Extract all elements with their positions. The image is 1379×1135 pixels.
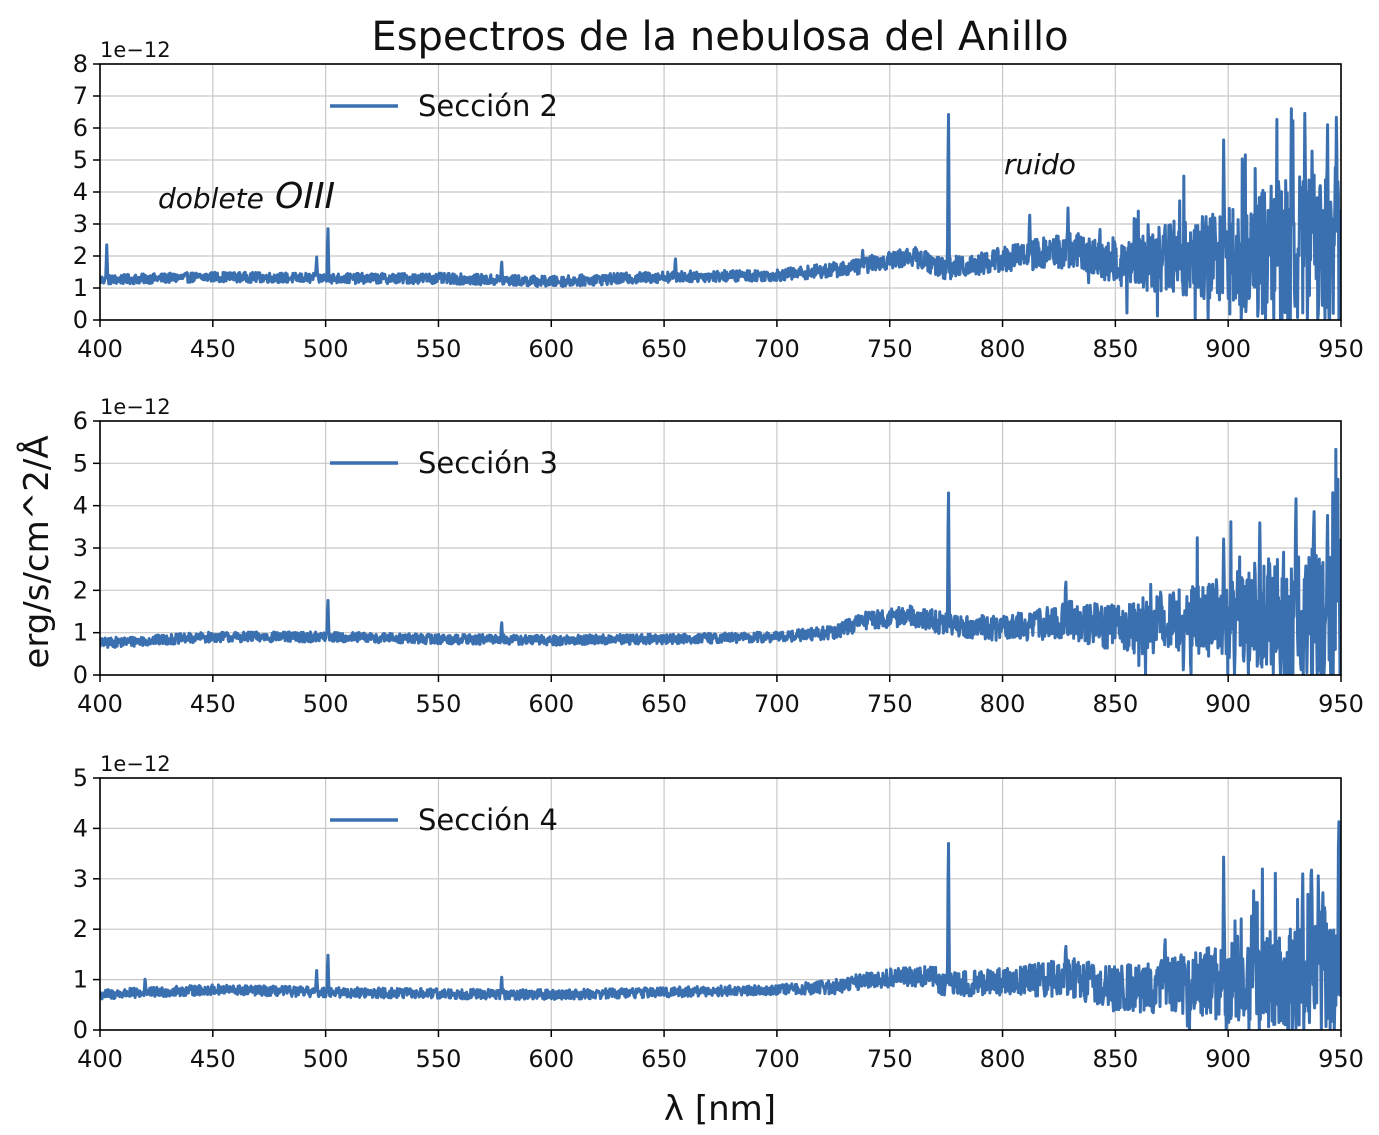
spectrum-line bbox=[100, 447, 1341, 675]
x-axis-label: λ [nm] bbox=[664, 1089, 776, 1129]
y-tick-label: 2 bbox=[73, 576, 88, 604]
y-tick-label: 6 bbox=[73, 114, 88, 142]
y-tick-label: 6 bbox=[73, 407, 88, 435]
x-tick-label: 950 bbox=[1318, 690, 1364, 718]
x-tick-label: 700 bbox=[754, 1045, 800, 1073]
x-tick-label: 700 bbox=[754, 335, 800, 363]
x-tick-label: 600 bbox=[528, 335, 574, 363]
x-tick-label: 500 bbox=[303, 1045, 349, 1073]
x-tick-label: 750 bbox=[867, 1045, 913, 1073]
legend-label: Sección 2 bbox=[418, 89, 558, 123]
x-tick-label: 550 bbox=[416, 335, 462, 363]
y-tick-label: 1 bbox=[73, 619, 88, 647]
y-tick-label: 3 bbox=[73, 534, 88, 562]
x-tick-label: 850 bbox=[1092, 335, 1138, 363]
y-tick-label: 1 bbox=[73, 966, 88, 994]
y-tick-label: 8 bbox=[73, 50, 88, 78]
panel-2: 400 450 500 550 600 650 700 750 800 850 900 950 0 1 2 3… bbox=[73, 395, 1364, 718]
x-tick-label: 450 bbox=[190, 335, 236, 363]
legend-label: Sección 4 bbox=[418, 803, 558, 837]
y-tick-label: 3 bbox=[73, 865, 88, 893]
x-tick-label: 950 bbox=[1318, 1045, 1364, 1073]
y-tick-label: 5 bbox=[73, 764, 88, 792]
spectrum-line bbox=[100, 107, 1341, 320]
y-offset-label: 1e−12 bbox=[100, 752, 171, 776]
annotation-doblete-species: OIII bbox=[275, 176, 335, 217]
x-tick-label: 700 bbox=[754, 690, 800, 718]
x-tick-label: 500 bbox=[303, 690, 349, 718]
spectrum-line bbox=[100, 820, 1341, 1030]
y-tick-label: 4 bbox=[73, 178, 88, 206]
legend: Sección 4 bbox=[330, 803, 558, 837]
y-tick-label: 5 bbox=[73, 449, 88, 477]
panel-3: 400 450 500 550 600 650 700 750 800 850 900 950 0 1 2 3… bbox=[73, 752, 1364, 1073]
x-tick-label: 450 bbox=[190, 1045, 236, 1073]
legend: Sección 2 bbox=[330, 89, 558, 123]
x-tick-label: 600 bbox=[528, 1045, 574, 1073]
x-tick-label: 650 bbox=[641, 1045, 687, 1073]
legend: Sección 3 bbox=[330, 446, 558, 480]
x-tick-label: 900 bbox=[1205, 1045, 1251, 1073]
x-tick-label: 500 bbox=[303, 335, 349, 363]
x-tick-label: 800 bbox=[980, 1045, 1026, 1073]
x-tick-label: 950 bbox=[1318, 335, 1364, 363]
y-tick-label: 4 bbox=[73, 814, 88, 842]
x-tick-label: 900 bbox=[1205, 690, 1251, 718]
x-tick-label: 400 bbox=[77, 1045, 123, 1073]
y-tick-label: 5 bbox=[73, 146, 88, 174]
x-tick-label: 850 bbox=[1092, 690, 1138, 718]
x-tick-label: 550 bbox=[416, 1045, 462, 1073]
y-tick-label: 1 bbox=[73, 274, 88, 302]
x-tick-label: 750 bbox=[867, 690, 913, 718]
x-tick-label: 650 bbox=[641, 690, 687, 718]
y-tick-label: 2 bbox=[73, 915, 88, 943]
x-tick-label: 800 bbox=[980, 690, 1026, 718]
x-tick-label: 400 bbox=[77, 335, 123, 363]
y-tick-label: 4 bbox=[73, 492, 88, 520]
y-axis-label: erg/s/cm^2/Å bbox=[16, 435, 57, 668]
panels: 400 450 500 550 600 650 700 750 800 850 900 9500123… bbox=[73, 38, 1364, 1073]
legend-label: Sección 3 bbox=[418, 446, 558, 480]
y-tick-label: 0 bbox=[73, 661, 88, 689]
x-tick-label: 850 bbox=[1092, 1045, 1138, 1073]
y-offset-label: 1e−12 bbox=[100, 395, 171, 419]
y-offset-label: 1e−12 bbox=[100, 38, 171, 62]
axes-frame bbox=[99, 777, 1342, 1031]
y-tick-label: 3 bbox=[73, 210, 88, 238]
annotation-noise: ruido bbox=[1004, 148, 1076, 181]
annotation-doblete-prefix: doblete bbox=[158, 182, 264, 215]
x-tick-label: 650 bbox=[641, 335, 687, 363]
x-tick-label: 800 bbox=[980, 335, 1026, 363]
y-tick-label: 2 bbox=[73, 242, 88, 270]
x-tick-label: 750 bbox=[867, 335, 913, 363]
y-tick-label: 0 bbox=[73, 306, 88, 334]
x-tick-label: 450 bbox=[190, 690, 236, 718]
annotation-doblete: doblete OIII bbox=[158, 176, 335, 217]
y-tick-label: 0 bbox=[73, 1016, 88, 1044]
x-tick-label: 900 bbox=[1205, 335, 1251, 363]
chart-title: Espectros de la nebulosa del Anillo bbox=[371, 14, 1068, 60]
x-tick-label: 550 bbox=[416, 690, 462, 718]
x-tick-label: 600 bbox=[528, 690, 574, 718]
x-tick-label: 400 bbox=[77, 690, 123, 718]
y-tick-label: 7 bbox=[73, 82, 88, 110]
panel-1: 400 450 500 550 600 650 700 750 800 850 900 950 0 1 2 3… bbox=[73, 38, 1364, 363]
